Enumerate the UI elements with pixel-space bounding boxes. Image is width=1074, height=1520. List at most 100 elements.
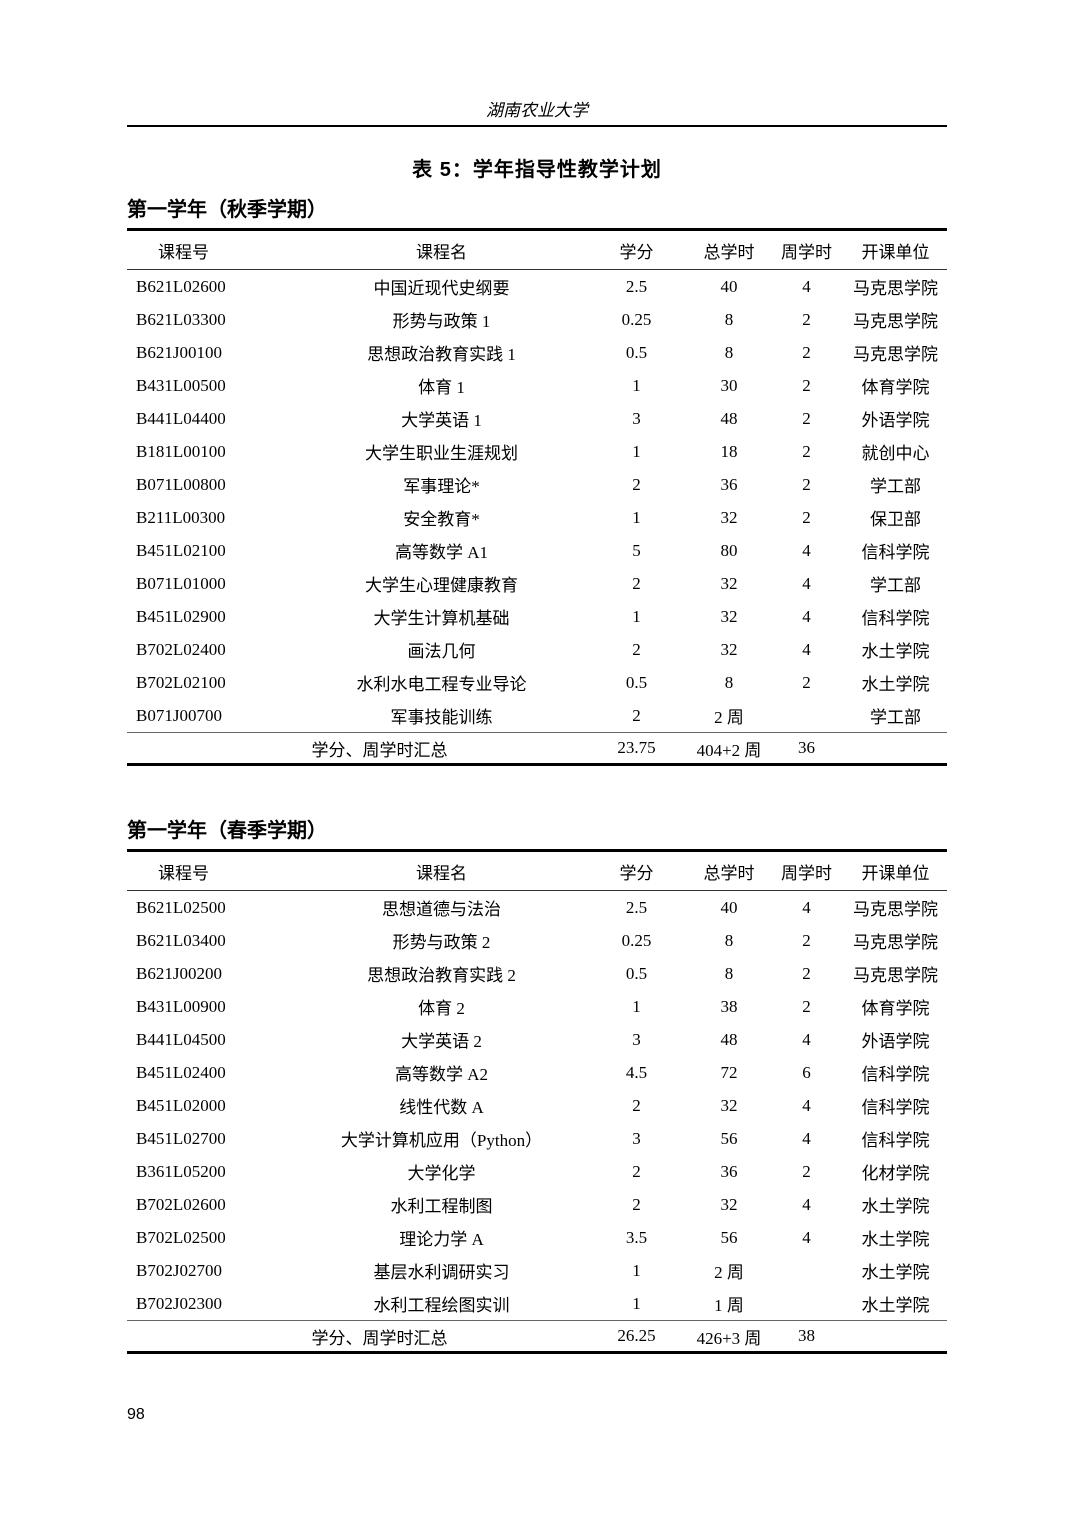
cell-weekly-hours: 2 (802, 441, 811, 461)
header-row: 课程号 课程名 学分 总学时 周学时 开课单位 (127, 229, 947, 270)
summary-row: 学分、周学时汇总 26.25 426+3 周 38 (127, 1320, 947, 1353)
cell-credits: 0.25 (621, 309, 652, 329)
cell-total-hours: 48 (720, 1029, 738, 1049)
cell-weekly-hours (769, 1254, 844, 1287)
cell-credits: 1 (632, 1293, 641, 1313)
cell-course-name: 理论力学 A (399, 1230, 484, 1249)
cell-credits: 1 (632, 375, 641, 395)
table-row: B451L02000 线性代数 A 2 32 4 信科学院 (127, 1089, 947, 1122)
table-row: B431L00500 体育 1 1 30 2 体育学院 (127, 369, 947, 402)
cell-course-code: B451L02100 (136, 540, 226, 560)
cell-credits: 0.25 (621, 930, 652, 950)
header-row: 课程号 课程名 学分 总学时 周学时 开课单位 (127, 850, 947, 891)
cell-credits: 2 (632, 1095, 641, 1115)
table-row: B702J02700 基层水利调研实习 1 2 周 水土学院 (127, 1254, 947, 1287)
cell-credits: 3.5 (625, 1227, 648, 1247)
cell-course-code: B702L02100 (136, 672, 226, 692)
cell-total-hours: 72 (720, 1062, 738, 1082)
table-header-fall: 课程号 课程名 学分 总学时 周学时 开课单位 (127, 229, 947, 270)
cell-department: 信科学院 (861, 1065, 930, 1084)
cell-total-hours: 36 (720, 474, 738, 494)
table-row: B621L03300 形势与政策 1 0.25 8 2 马克思学院 (127, 303, 947, 336)
cell-department: 信科学院 (861, 1098, 930, 1117)
cell-weekly-hours: 4 (802, 1227, 811, 1247)
cell-credits: 2 (632, 474, 641, 494)
cell-weekly-hours: 4 (802, 897, 811, 917)
cell-weekly-hours: 2 (802, 375, 811, 395)
cell-course-name: 水利工程制图 (390, 1197, 493, 1216)
cell-total-hours: 32 (720, 1095, 738, 1115)
summary-department (844, 1320, 947, 1353)
cell-course-name: 形势与政策 2 (392, 933, 491, 952)
summary-weekly-hours: 36 (769, 732, 844, 765)
cell-department: 信科学院 (861, 1131, 930, 1150)
table-row: B451L02700 大学计算机应用（Python） 3 56 4 信科学院 (127, 1122, 947, 1155)
cell-course-code: B441L04500 (136, 1029, 226, 1049)
cell-course-name: 军事理论* (403, 477, 480, 496)
table-row: B621L02600 中国近现代史纲要 2.5 40 4 马克思学院 (127, 270, 947, 304)
cell-course-code: B451L02700 (136, 1128, 226, 1148)
table-row: B451L02400 高等数学 A2 4.5 72 6 信科学院 (127, 1056, 947, 1089)
table-body-spring: B621L02500 思想道德与法治 2.5 40 4 马克思学院 B621L0… (127, 891, 947, 1321)
cell-department: 信科学院 (861, 609, 930, 628)
table-row: B702L02100 水利水电工程专业导论 0.5 8 2 水土学院 (127, 666, 947, 699)
table-footer-spring: 学分、周学时汇总 26.25 426+3 周 38 (127, 1320, 947, 1353)
cell-weekly-hours: 2 (802, 474, 811, 494)
summary-label: 学分、周学时汇总 (127, 732, 584, 765)
cell-total-hours: 2 周 (714, 1263, 744, 1282)
cell-credits: 2 (632, 705, 641, 725)
cell-course-code: B702L02500 (136, 1227, 226, 1247)
cell-credits: 1 (632, 1260, 641, 1280)
cell-total-hours: 32 (720, 573, 738, 593)
cell-department: 学工部 (870, 576, 921, 595)
cell-credits: 1 (632, 996, 641, 1016)
cell-department: 体育学院 (861, 378, 930, 397)
table-row: B621L02500 思想道德与法治 2.5 40 4 马克思学院 (127, 891, 947, 925)
cell-department: 马克思学院 (853, 345, 938, 364)
cell-course-name: 高等数学 A1 (394, 543, 489, 562)
cell-department: 水土学院 (861, 1197, 930, 1216)
cell-course-name: 思想道德与法治 (382, 900, 501, 919)
cell-total-hours: 18 (720, 441, 738, 461)
cell-department: 学工部 (870, 708, 921, 727)
cell-weekly-hours: 2 (802, 1161, 811, 1181)
section-heading-spring: 第一学年（春季学期） (127, 820, 327, 842)
table-row: B361L05200 大学化学 2 36 2 化材学院 (127, 1155, 947, 1188)
cell-credits: 2 (632, 573, 641, 593)
cell-course-name: 体育 1 (418, 378, 465, 397)
cell-course-name: 大学计算机应用（Python） (340, 1131, 543, 1150)
column-header-department: 开课单位 (844, 850, 947, 891)
cell-course-code: B211L00300 (136, 507, 226, 527)
column-header-course-code: 课程号 (127, 850, 299, 891)
cell-total-hours: 8 (724, 963, 734, 983)
cell-total-hours: 56 (720, 1227, 738, 1247)
cell-credits: 2 (632, 1194, 641, 1214)
table-row: B702L02400 画法几何 2 32 4 水土学院 (127, 633, 947, 666)
table-footer-fall: 学分、周学时汇总 23.75 404+2 周 36 (127, 732, 947, 765)
cell-weekly-hours: 4 (802, 606, 811, 626)
cell-credits: 3 (632, 1128, 641, 1148)
table-row: B451L02100 高等数学 A1 5 80 4 信科学院 (127, 534, 947, 567)
cell-course-code: B451L02000 (136, 1095, 226, 1115)
cell-course-code: B621L02500 (136, 897, 226, 917)
cell-total-hours: 36 (720, 1161, 738, 1181)
cell-credits: 0.5 (625, 963, 648, 983)
cell-department: 就创中心 (861, 444, 930, 463)
cell-course-name: 大学生心理健康教育 (365, 576, 518, 595)
cell-course-name: 水利水电工程专业导论 (356, 675, 527, 694)
table-body-fall: B621L02600 中国近现代史纲要 2.5 40 4 马克思学院 B621L… (127, 270, 947, 733)
cell-course-code: B181L00100 (136, 441, 226, 461)
table-row: B621J00100 思想政治教育实践 1 0.5 8 2 马克思学院 (127, 336, 947, 369)
cell-weekly-hours (769, 699, 844, 733)
cell-department: 化材学院 (861, 1164, 930, 1183)
cell-total-hours: 32 (720, 606, 738, 626)
cell-credits: 2 (632, 1161, 641, 1181)
cell-weekly-hours (769, 1287, 844, 1321)
cell-weekly-hours: 2 (802, 930, 811, 950)
cell-course-name: 体育 2 (418, 999, 465, 1018)
table-header-spring: 课程号 课程名 学分 总学时 周学时 开课单位 (127, 850, 947, 891)
section-heading-fall: 第一学年（秋季学期） (127, 199, 327, 221)
cell-credits: 1 (632, 441, 641, 461)
cell-total-hours: 80 (720, 540, 738, 560)
course-table-spring: 课程号 课程名 学分 总学时 周学时 开课单位 B621L02500 思想道德与… (127, 849, 947, 1354)
